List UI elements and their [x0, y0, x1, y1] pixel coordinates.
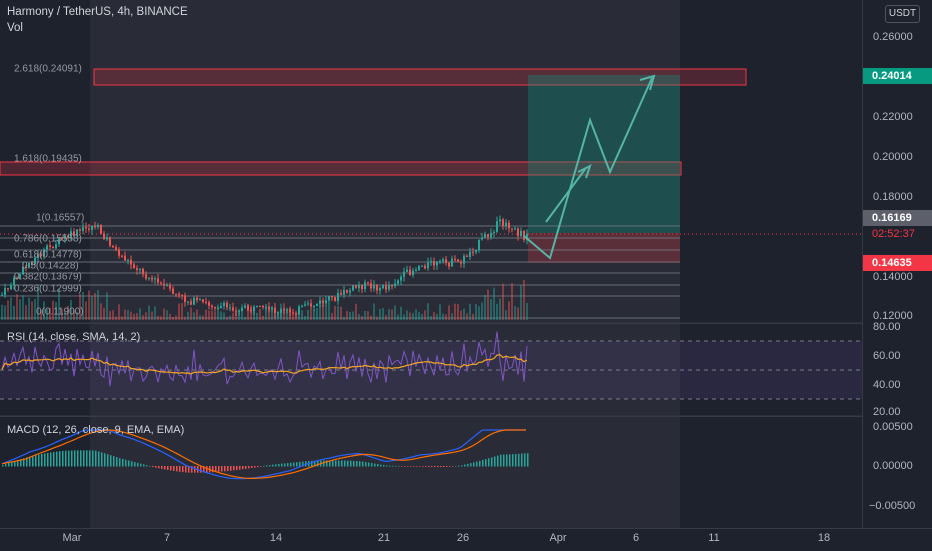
fib-retracement-lines [0, 225, 680, 319]
macd-tick: −0.00500 [869, 500, 916, 512]
fib-label: 1.618(0.19435) [14, 153, 82, 165]
time-tick: 11 [708, 532, 720, 544]
fib-label: 0.236(0.12999) [14, 283, 82, 295]
symbol-title[interactable]: Harmony / TetherUS, 4h, BINANCE [7, 6, 188, 18]
macd-signal-line [1, 429, 526, 479]
price-tick: 0.20000 [873, 151, 913, 163]
volume-legend[interactable]: Vol [7, 22, 23, 34]
time-tick: 7 [163, 532, 171, 544]
chart-canvas[interactable] [0, 0, 862, 528]
time-tick: Mar [62, 532, 82, 544]
time-tick: 18 [817, 532, 831, 544]
target-price-badge: 0.24014 [863, 68, 932, 84]
forecast-arrow-head-2 [639, 74, 656, 91]
time-scale[interactable] [0, 528, 932, 551]
candles [1, 215, 528, 318]
rsi-tick: 40.00 [873, 379, 901, 391]
price-tick: 0.18000 [873, 191, 913, 203]
rsi-tick: 60.00 [873, 350, 901, 362]
time-tick: 14 [269, 532, 283, 544]
selected-range-highlight [90, 0, 680, 528]
price-tick: 0.14000 [873, 271, 913, 283]
rsi-title[interactable]: RSI (14, close, SMA, 14, 2) [7, 331, 141, 343]
fib-label: 2.618(0.24091) [14, 63, 82, 75]
rsi-line [1, 331, 528, 387]
rsi-ma-line [1, 354, 528, 375]
fib-zone-2618[interactable] [93, 68, 747, 86]
macd-line [1, 429, 526, 480]
last-price-badge: 0.16169 [863, 210, 932, 226]
time-tick: 26 [456, 532, 470, 544]
rsi-tick: 20.00 [873, 406, 901, 418]
stop-price-badge: 0.14635 [863, 255, 932, 271]
forecast-path-alt[interactable] [545, 167, 587, 223]
time-tick: 6 [632, 532, 640, 544]
macd-tick: 0.00000 [873, 460, 913, 472]
macd-tick: 0.00500 [873, 421, 913, 433]
price-tick: 0.26000 [873, 31, 913, 43]
fib-label: 0.5(0.14228) [22, 260, 79, 272]
fib-label: 0.618(0.14778) [14, 249, 82, 261]
macd-title[interactable]: MACD (12, 26, close, 9, EMA, EMA) [7, 424, 185, 436]
rsi-tick: 80.00 [873, 321, 901, 333]
forecast-path[interactable] [523, 77, 653, 260]
forecast-arrow-head-1 [577, 164, 592, 179]
price-scale[interactable]: 0.26000 0.22000 0.20000 0.18000 0.14000 … [862, 0, 932, 528]
fib-zone-1618[interactable] [0, 161, 682, 176]
bar-countdown: 02:52:37 [863, 226, 932, 242]
fib-label: 0(0.11900) [36, 306, 84, 318]
fib-label: 0.786(0.15558) [14, 233, 82, 245]
fib-label: 1(0.16557) [36, 212, 85, 224]
currency-button[interactable]: USDT [885, 5, 920, 23]
price-tick: 0.12000 [873, 310, 913, 322]
price-tick: 0.22000 [873, 111, 913, 123]
time-tick: 21 [377, 532, 391, 544]
macd-histogram [2, 450, 529, 473]
time-tick: Apr [549, 532, 567, 544]
fib-label: 0.382(0.13679) [14, 271, 82, 283]
